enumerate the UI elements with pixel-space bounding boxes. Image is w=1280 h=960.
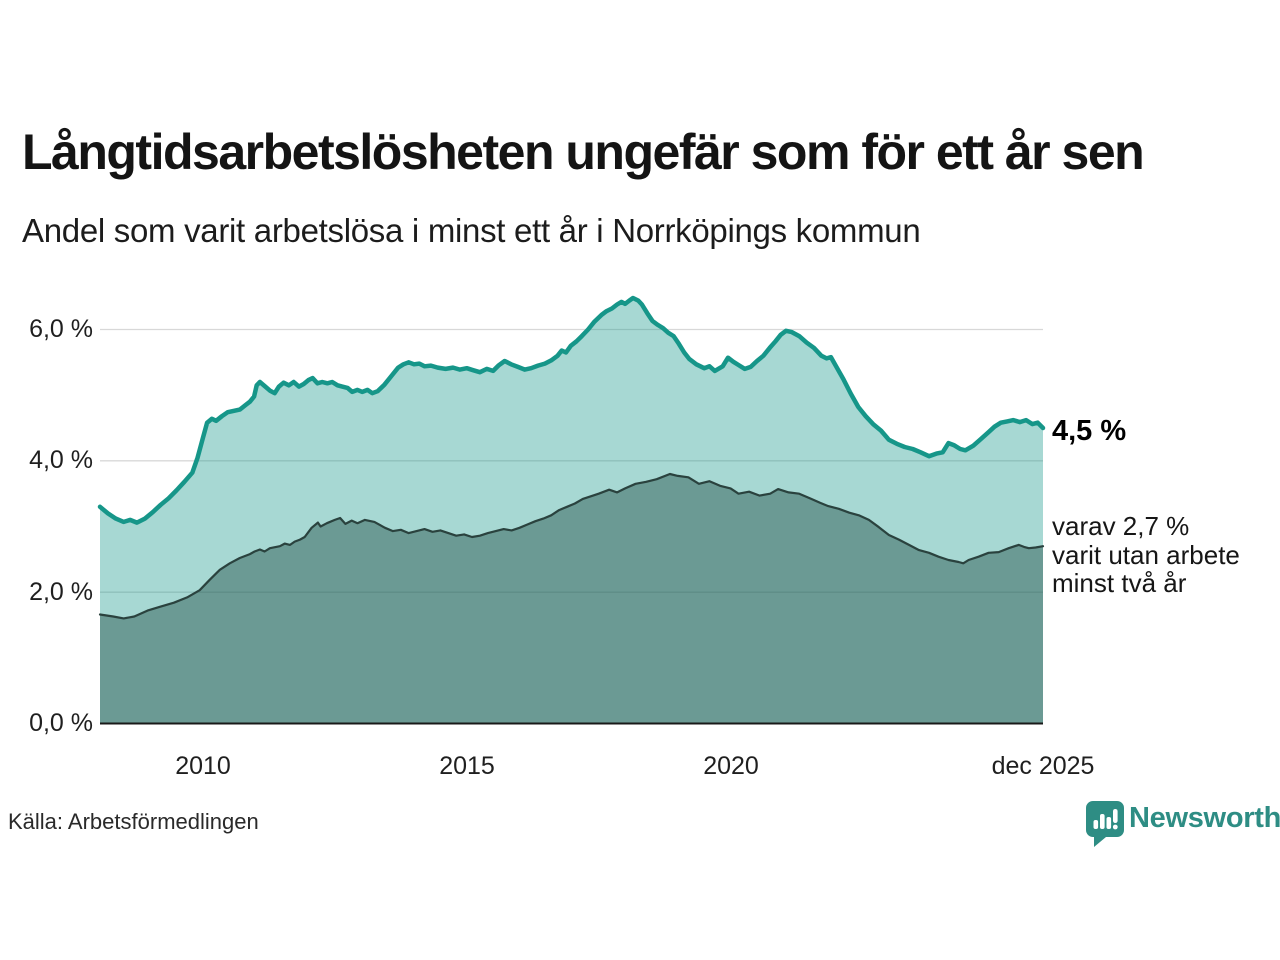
- series-line-0: [97, 295, 1046, 525]
- logo-bar-3: [1106, 817, 1112, 829]
- page-subtitle: Andel som varit arbetslösa i minst ett å…: [22, 212, 921, 249]
- latest-total-value-label: 4,5 %: [1052, 415, 1127, 447]
- x-tick-2020: 2020: [703, 752, 759, 780]
- y-tick-6: 6,0 %: [29, 315, 93, 343]
- x-tick-2015: 2015: [439, 752, 495, 780]
- area-fill-1: [100, 474, 1043, 724]
- y-tick-0: 0,0 %: [29, 709, 93, 737]
- area-fill-0: [100, 298, 1043, 724]
- two-year-share-annotation: varav 2,7 % varit utan arbete minst två …: [1052, 511, 1240, 598]
- logo-bar-1: [1093, 820, 1099, 829]
- y-tick-2: 2,0 %: [29, 578, 93, 606]
- logo-exclamation-dot: [1112, 824, 1118, 830]
- source-credit: Källa: Arbetsförmedlingen: [8, 809, 259, 834]
- page-title: Långtidsarbetslösheten ungefär som för e…: [22, 124, 1145, 180]
- logo-bubble-shape: [1086, 801, 1124, 847]
- series-line-1: [98, 472, 1045, 620]
- x-tick-dec-2025: dec 2025: [991, 752, 1095, 780]
- x-tick-2010: 2010: [175, 752, 231, 780]
- newsworthy-logo-icon: [1086, 801, 1124, 847]
- y-tick-4: 4,0 %: [29, 446, 93, 474]
- logo-bar-2: [1100, 814, 1105, 829]
- logo-exclamation-bar: [1113, 809, 1118, 823]
- newsworthy-brand-text: Newsworthy: [1129, 802, 1280, 834]
